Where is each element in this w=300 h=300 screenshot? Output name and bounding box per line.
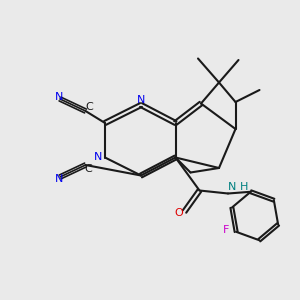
Text: N: N bbox=[228, 182, 237, 193]
Text: F: F bbox=[224, 225, 230, 235]
Text: C: C bbox=[85, 102, 93, 112]
Text: H: H bbox=[239, 182, 248, 193]
Text: O: O bbox=[175, 208, 184, 218]
Text: N: N bbox=[55, 92, 64, 103]
Text: C: C bbox=[85, 164, 92, 174]
Text: N: N bbox=[94, 152, 103, 163]
Text: N: N bbox=[55, 173, 64, 184]
Text: N: N bbox=[137, 94, 145, 105]
